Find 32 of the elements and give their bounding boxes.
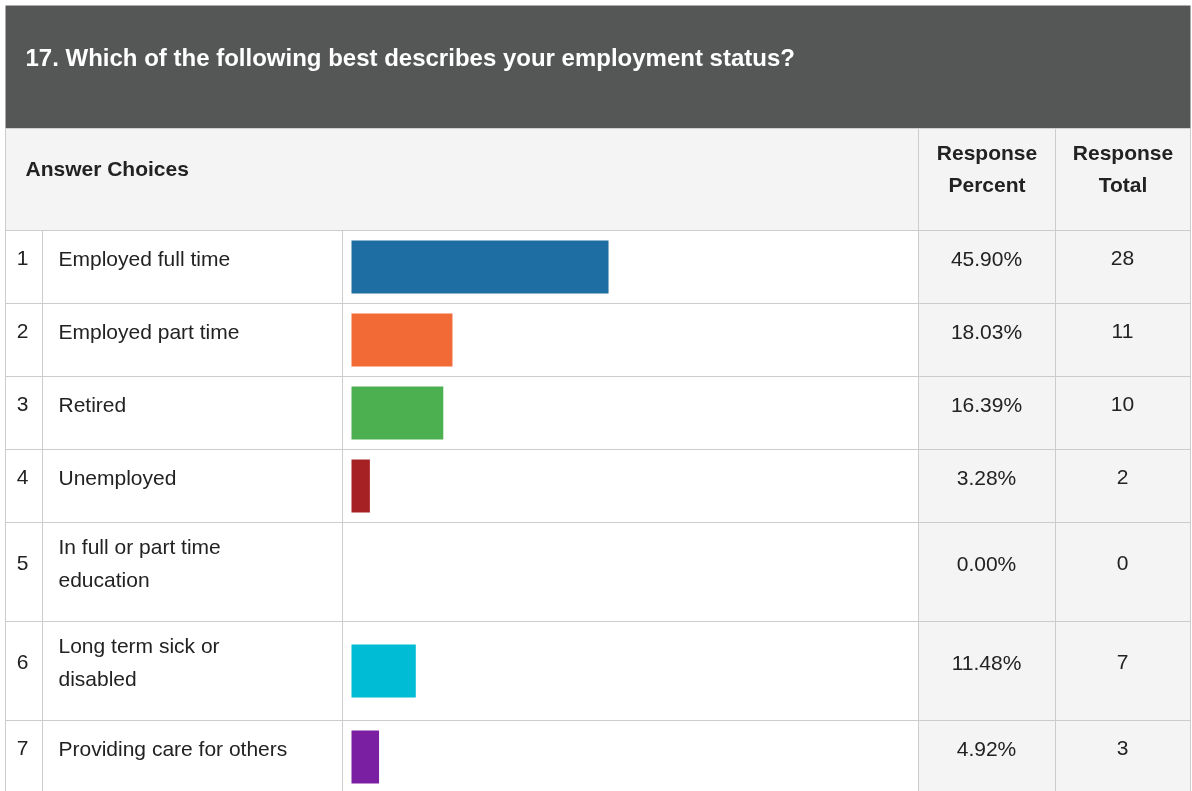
data-label: 45.90% (950, 246, 1023, 270)
text: Answer Choices (25, 157, 189, 180)
data-label: 11.48% (951, 650, 1022, 674)
text: 3 (16, 392, 29, 415)
text: 7 (16, 736, 29, 759)
y-tick-label: Long term sick or disabled (58, 634, 220, 690)
y-tick-label: Retired (58, 392, 127, 416)
text: 4 (16, 465, 29, 488)
data-label: 4.92% (956, 736, 1017, 760)
text: 11 (1111, 319, 1134, 342)
text: 5 (16, 551, 29, 574)
data-label: 3.28% (956, 465, 1017, 489)
text: 1 (16, 246, 29, 269)
data-label: 16.39% (950, 392, 1023, 416)
text: 10 (1110, 392, 1135, 415)
chart-title: 17. Which of the following best describes your employment status? (25, 44, 795, 71)
text: 6 (16, 650, 29, 673)
y-tick-label: In full or part time education (58, 535, 221, 591)
text: 2 (1116, 465, 1129, 488)
y-tick-label: Providing care for others (58, 736, 288, 760)
text: 0 (1116, 551, 1129, 574)
text: 2 (16, 319, 29, 342)
y-tick-label: Employed part time (58, 319, 240, 343)
y-tick-label: Employed full time (58, 246, 231, 270)
text: 28 (1110, 246, 1135, 269)
data-label: 18.03% (950, 319, 1023, 343)
text: 7 (1116, 650, 1129, 673)
text: 3 (1116, 736, 1129, 759)
text: Response Total (1072, 140, 1174, 197)
data-label: 0.00% (956, 551, 1017, 575)
y-tick-label: Unemployed (58, 465, 177, 489)
text: Response Percent (936, 140, 1038, 197)
